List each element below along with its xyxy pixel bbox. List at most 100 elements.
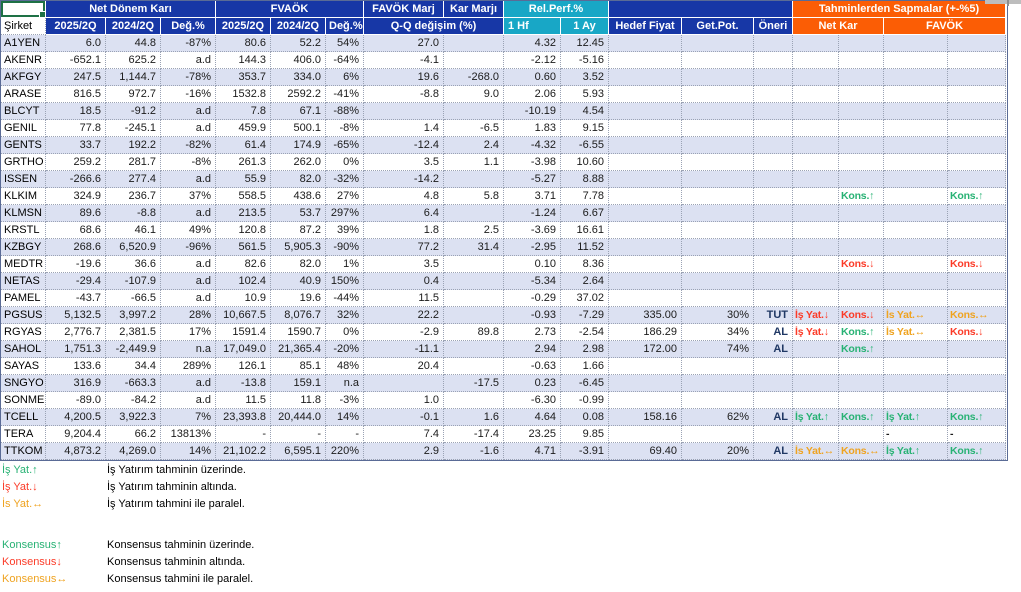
cell-ticker[interactable]: KLKIM xyxy=(1,188,46,205)
cell-kar-marji[interactable]: 89.8 xyxy=(444,324,504,341)
cell-nk-2025[interactable]: 89.6 xyxy=(46,205,106,222)
cell-favok-kons[interactable] xyxy=(948,341,1006,358)
cell-kar-marji[interactable] xyxy=(444,256,504,273)
cell-relperf-1ay[interactable]: 7.78 xyxy=(561,188,609,205)
cell-fv-2024[interactable]: 6,595.1 xyxy=(271,443,326,460)
cell-favok-isyat[interactable] xyxy=(884,154,948,171)
cell-favok-isyat[interactable]: İs Yat.↔ xyxy=(884,324,948,341)
cell-get-pot[interactable] xyxy=(682,426,754,443)
cell-relperf-1ay[interactable]: 8.88 xyxy=(561,171,609,188)
cell-relperf-1ay[interactable]: 2.64 xyxy=(561,273,609,290)
cell-fv-deg[interactable]: 27% xyxy=(326,188,364,205)
cell-hedef-fiyat[interactable] xyxy=(609,86,682,103)
cell-netkar-isyat[interactable]: İş Yat.↑ xyxy=(793,409,839,426)
cell-oneri[interactable] xyxy=(754,290,793,307)
cell-netkar-isyat[interactable] xyxy=(793,205,839,222)
cell-get-pot[interactable] xyxy=(682,375,754,392)
cell-fv-deg[interactable]: 39% xyxy=(326,222,364,239)
cell-netkar-isyat[interactable]: İş Yat.↓ xyxy=(793,307,839,324)
cell-nk-2025[interactable]: 68.6 xyxy=(46,222,106,239)
col-header-nk-2025[interactable]: 2025/2Q xyxy=(46,18,106,35)
cell-kar-marji[interactable] xyxy=(444,52,504,69)
cell-favok-marj[interactable]: 7.4 xyxy=(364,426,444,443)
cell-fv-2024[interactable]: 52.2 xyxy=(271,35,326,52)
legend-label[interactable]: Konsensus↔ xyxy=(2,573,68,585)
cell-nk-2024[interactable]: 1,144.7 xyxy=(106,69,161,86)
cell-relperf-1ay[interactable]: 0.08 xyxy=(561,409,609,426)
cell-fv-2025[interactable]: 353.7 xyxy=(216,69,271,86)
cell-nk-2024[interactable]: 44.8 xyxy=(106,35,161,52)
cell-nk-2024[interactable]: -91.2 xyxy=(106,103,161,120)
cell-relperf-1hf[interactable]: -5.27 xyxy=(504,171,561,188)
cell-hedef-fiyat[interactable] xyxy=(609,392,682,409)
cell-ticker[interactable]: SAYAS xyxy=(1,358,46,375)
cell-ticker[interactable]: TTKOM xyxy=(1,443,46,460)
cell-oneri[interactable] xyxy=(754,86,793,103)
cell-oneri[interactable]: AL xyxy=(754,324,793,341)
cell-fv-2025[interactable]: 55.9 xyxy=(216,171,271,188)
cell-relperf-1hf[interactable]: 2.06 xyxy=(504,86,561,103)
cell-netkar-isyat[interactable] xyxy=(793,426,839,443)
cell-netkar-kons[interactable] xyxy=(839,35,884,52)
cell-hedef-fiyat[interactable] xyxy=(609,154,682,171)
cell-get-pot[interactable]: 30% xyxy=(682,307,754,324)
cell-nk-deg[interactable]: 13813% xyxy=(161,426,216,443)
cell-relperf-1ay[interactable]: 2.98 xyxy=(561,341,609,358)
cell-favok-kons[interactable] xyxy=(948,86,1006,103)
cell-nk-2025[interactable]: -43.7 xyxy=(46,290,106,307)
cell-favok-marj[interactable]: 3.5 xyxy=(364,256,444,273)
cell-nk-deg[interactable]: 14% xyxy=(161,443,216,460)
legend-label[interactable]: İş Yat.↑ xyxy=(2,464,38,476)
cell-favok-isyat[interactable] xyxy=(884,239,948,256)
cell-nk-2024[interactable]: 4,269.0 xyxy=(106,443,161,460)
cell-netkar-isyat[interactable] xyxy=(793,120,839,137)
cell-fv-deg[interactable]: 0% xyxy=(326,324,364,341)
cell-favok-kons[interactable] xyxy=(948,69,1006,86)
cell-relperf-1ay[interactable]: 8.36 xyxy=(561,256,609,273)
cell-favok-isyat[interactable] xyxy=(884,358,948,375)
cell-relperf-1ay[interactable]: -6.55 xyxy=(561,137,609,154)
cell-netkar-kons[interactable] xyxy=(839,392,884,409)
cell-fv-2025[interactable]: 261.3 xyxy=(216,154,271,171)
cell-favok-kons[interactable] xyxy=(948,358,1006,375)
cell-favok-kons[interactable] xyxy=(948,35,1006,52)
cell-oneri[interactable] xyxy=(754,154,793,171)
cell-netkar-kons[interactable] xyxy=(839,171,884,188)
cell-fv-deg[interactable]: -3% xyxy=(326,392,364,409)
cell-hedef-fiyat[interactable]: 335.00 xyxy=(609,307,682,324)
cell-favok-isyat[interactable] xyxy=(884,222,948,239)
cell-kar-marji[interactable]: -17.4 xyxy=(444,426,504,443)
cell-netkar-isyat[interactable] xyxy=(793,35,839,52)
cell-fv-deg[interactable]: -64% xyxy=(326,52,364,69)
cell-fv-deg[interactable]: 48% xyxy=(326,358,364,375)
cell-kar-marji[interactable]: -1.6 xyxy=(444,443,504,460)
cell-ticker[interactable]: MEDTR xyxy=(1,256,46,273)
cell-fv-deg[interactable]: -8% xyxy=(326,120,364,137)
cell-nk-2025[interactable]: -652.1 xyxy=(46,52,106,69)
cell-fv-deg[interactable]: 6% xyxy=(326,69,364,86)
cell-kar-marji[interactable] xyxy=(444,307,504,324)
cell-nk-2025[interactable]: 77.8 xyxy=(46,120,106,137)
cell-hedef-fiyat[interactable] xyxy=(609,120,682,137)
cell-favok-isyat[interactable] xyxy=(884,273,948,290)
cell-relperf-1ay[interactable]: 4.54 xyxy=(561,103,609,120)
cell-kar-marji[interactable] xyxy=(444,171,504,188)
header-group-rel-perf[interactable]: Rel.Perf.% xyxy=(504,1,609,18)
cell-kar-marji[interactable]: 2.4 xyxy=(444,137,504,154)
cell-favok-kons[interactable]: Kons.↓ xyxy=(948,324,1006,341)
cell-nk-deg[interactable]: n.a xyxy=(161,341,216,358)
header-group-tahminler[interactable]: Tahminlerden Sapmalar (+-%5) xyxy=(793,1,1006,18)
cell-get-pot[interactable] xyxy=(682,52,754,69)
col-header-net-kar[interactable]: Net Kar xyxy=(793,18,884,35)
cell-nk-2025[interactable]: 9,204.4 xyxy=(46,426,106,443)
cell-oneri[interactable] xyxy=(754,375,793,392)
cell-favok-isyat[interactable] xyxy=(884,86,948,103)
cell-relperf-1hf[interactable]: 3.71 xyxy=(504,188,561,205)
cell-netkar-kons[interactable] xyxy=(839,375,884,392)
cell-fv-2024[interactable]: 19.6 xyxy=(271,290,326,307)
cell-relperf-1ay[interactable]: -2.54 xyxy=(561,324,609,341)
cell-hedef-fiyat[interactable] xyxy=(609,375,682,392)
cell-nk-deg[interactable]: a.d xyxy=(161,256,216,273)
cell-ticker[interactable]: GENIL xyxy=(1,120,46,137)
legend-desc[interactable]: Konsensus tahmini ile paralel. xyxy=(107,573,254,585)
